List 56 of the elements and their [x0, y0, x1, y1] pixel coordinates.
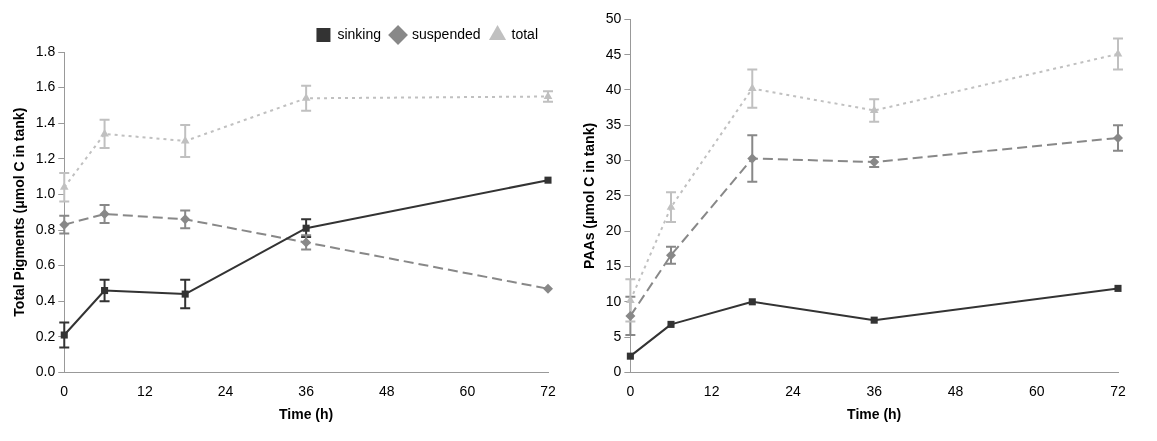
y-axis-title: PAAs (μmol C in tank) [581, 122, 598, 269]
y-tick-label: 0.8 [35, 220, 56, 237]
y-tick-label: 0.6 [35, 256, 56, 273]
point [180, 136, 190, 144]
point [544, 176, 552, 184]
y-tick-label: 35 [605, 116, 622, 133]
point [543, 283, 553, 294]
x-tick-label: 72 [1110, 382, 1126, 399]
x-tick-label: 60 [1028, 382, 1045, 399]
x-axis-title: Time (h) [847, 406, 902, 423]
x-tick-label: 12 [703, 382, 720, 399]
x-axis-title: Time (h) [279, 406, 334, 423]
y-tick-label: 1.2 [35, 149, 56, 166]
y-tick-label: 1.0 [35, 185, 56, 202]
x-tick-label: 12 [137, 382, 153, 399]
point [302, 224, 310, 232]
y-tick-label: 45 [605, 45, 622, 62]
x-tick-label: 36 [866, 382, 883, 399]
y-tick-label: 5 [613, 327, 622, 344]
y-tick-label: 0.2 [35, 327, 56, 344]
legend-label: suspended [412, 25, 481, 42]
y-tick-label: 50 [605, 10, 622, 27]
y-tick-label: 25 [605, 186, 622, 203]
legend-label: total [511, 25, 539, 42]
point [870, 316, 878, 324]
point [180, 214, 191, 225]
x-tick-label: 36 [298, 382, 315, 399]
point [748, 298, 756, 306]
y-tick-label: 1.8 [35, 42, 56, 59]
y-tick-label: 1.6 [35, 78, 56, 95]
x-tick-label: 0 [60, 382, 69, 399]
y-tick-label: 0.0 [35, 363, 56, 380]
x-tick-label: 48 [378, 382, 395, 399]
y-tick-label: 30 [605, 151, 622, 168]
x-tick-label: 72 [540, 382, 556, 399]
point [747, 153, 758, 164]
y-tick-label: 10 [605, 292, 622, 309]
y-tick-label: 1.4 [35, 114, 56, 131]
y-tick-label: 20 [605, 222, 622, 239]
point [181, 290, 189, 298]
point [667, 320, 675, 328]
point [626, 352, 634, 360]
x-tick-label: 0 [626, 382, 635, 399]
point [1114, 284, 1122, 292]
point [101, 286, 109, 295]
y-tick-label: 40 [605, 80, 622, 97]
y-axis-title: Total Pigments (μmol C in tank) [11, 107, 28, 317]
x-tick-label: 24 [785, 382, 801, 399]
x-tick-label: 48 [947, 382, 964, 399]
x-tick-label: 24 [217, 382, 234, 399]
x-tick-label: 60 [459, 382, 476, 399]
y-tick-label: 15 [605, 257, 622, 274]
y-tick-label: 0.4 [35, 292, 56, 309]
legend-label: sinking [337, 25, 382, 42]
point [99, 208, 110, 219]
y-tick-label: 0 [613, 363, 622, 380]
